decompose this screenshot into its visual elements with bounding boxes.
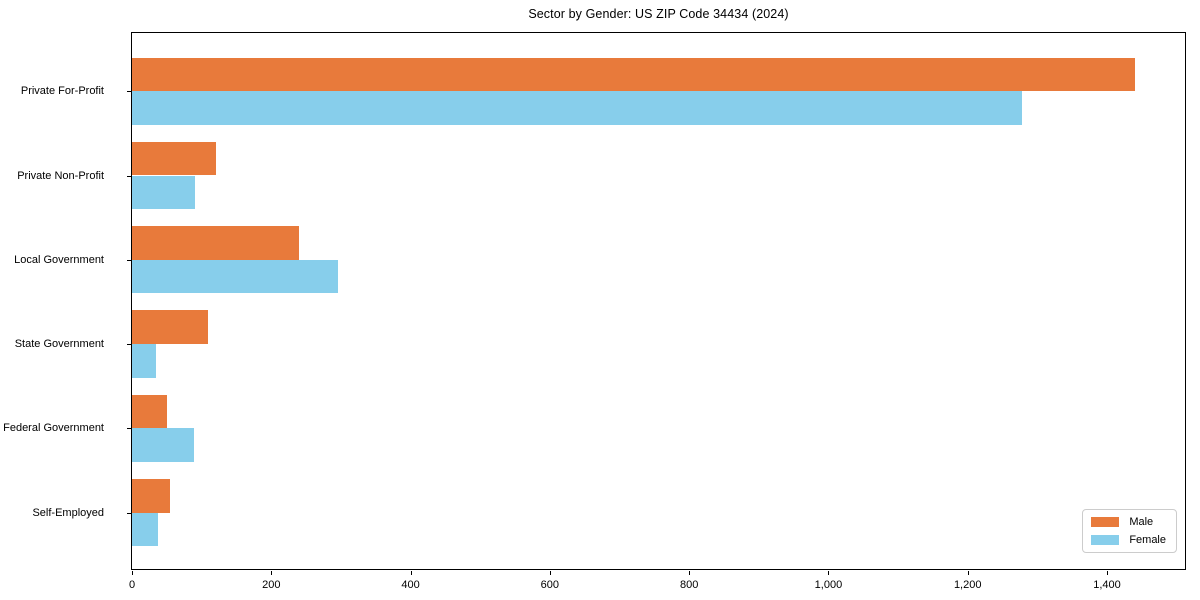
x-tick-0 bbox=[132, 571, 133, 575]
bar-federal-government-female bbox=[132, 428, 194, 463]
x-tick-1000 bbox=[828, 571, 830, 575]
bar-local-government-male bbox=[132, 226, 300, 260]
y-axis-label-self-employed: Self-Employed bbox=[32, 506, 104, 519]
x-axis-label-600: 600 bbox=[540, 579, 560, 591]
y-axis-label-private-non-profit: Private Non-Profit bbox=[17, 169, 104, 182]
bar-private-for-profit-female bbox=[132, 91, 1023, 125]
bar-private-for-profit-male bbox=[132, 57, 1135, 92]
x-tick-1400 bbox=[1107, 571, 1108, 575]
bar-self-employed-female bbox=[132, 512, 158, 547]
x-tick-200 bbox=[271, 571, 273, 575]
legend-swatch-male bbox=[1091, 517, 1120, 527]
x-tick-800 bbox=[689, 571, 691, 575]
x-axis-label-1400: 1,400 bbox=[1093, 579, 1121, 591]
bar-self-employed-male bbox=[132, 479, 170, 513]
bar-federal-government-male bbox=[132, 394, 167, 429]
x-axis-label-1000: 1,000 bbox=[814, 579, 843, 591]
x-axis-label-800: 800 bbox=[679, 579, 699, 591]
bar-private-non-profit-female bbox=[132, 175, 196, 210]
plot-area: Male Female Private For-Profit Private Non… bbox=[3, 32, 1186, 591]
x-axis-label-1200: 1,200 bbox=[953, 579, 982, 591]
legend: Male Female bbox=[1082, 509, 1177, 553]
x-tick-600 bbox=[549, 571, 551, 575]
x-axis-label-0: 0 bbox=[128, 579, 136, 591]
x-tick-1200 bbox=[967, 571, 969, 575]
x-tick-400 bbox=[410, 571, 412, 575]
y-tick-self-employed bbox=[127, 512, 131, 514]
bar-local-government-female bbox=[132, 259, 339, 294]
x-axis-label-200: 200 bbox=[262, 579, 281, 591]
y-axis-label-federal-government: Federal Government bbox=[3, 422, 104, 435]
y-axis-label-private-for-profit: Private For-Profit bbox=[20, 85, 104, 98]
y-tick-local-government bbox=[127, 259, 131, 261]
y-tick-private-for-profit bbox=[127, 91, 131, 93]
bar-state-government-male bbox=[132, 310, 208, 345]
x-axis-label-400: 400 bbox=[401, 579, 420, 591]
legend-label-female: Female bbox=[1129, 534, 1166, 546]
y-axis-label-local-government: Local Government bbox=[14, 253, 104, 266]
legend-label-male: Male bbox=[1129, 516, 1154, 528]
chart-title: Sector by Gender: US ZIP Code 34434 (202… bbox=[528, 7, 789, 21]
legend-entry-female: Female bbox=[1091, 534, 1166, 546]
y-tick-federal-government bbox=[127, 428, 131, 430]
bar-state-government-female bbox=[132, 344, 157, 378]
bar-private-non-profit-male bbox=[132, 141, 217, 176]
y-axis-label-state-government: State Government bbox=[14, 338, 104, 351]
y-tick-private-non-profit bbox=[127, 175, 131, 177]
legend-entry-male: Male bbox=[1091, 516, 1166, 528]
legend-swatch-female bbox=[1091, 535, 1120, 545]
y-tick-state-government bbox=[127, 344, 131, 346]
